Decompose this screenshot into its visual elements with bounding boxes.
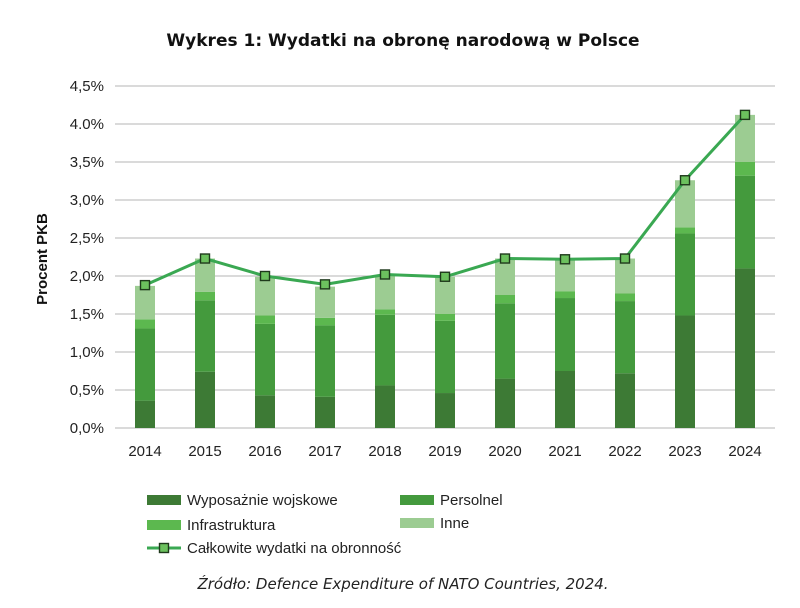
legend-swatch bbox=[400, 495, 434, 505]
x-tick-label: 2023 bbox=[668, 443, 701, 460]
bar-segment bbox=[315, 317, 335, 326]
bar-segment bbox=[615, 301, 635, 374]
bar-segment bbox=[255, 395, 275, 428]
y-tick-label: 0,5% bbox=[70, 382, 104, 399]
bars bbox=[135, 114, 755, 428]
bar-segment bbox=[615, 373, 635, 428]
legend-line-marker bbox=[158, 542, 170, 554]
bar-segment bbox=[435, 393, 455, 428]
source-note: Źródło: Defence Expenditure of NATO Coun… bbox=[196, 574, 608, 593]
bar-segment bbox=[315, 286, 335, 318]
y-tick-label: 4.0% bbox=[70, 116, 104, 133]
bar-segment bbox=[315, 325, 335, 397]
legend-label: Inne bbox=[440, 515, 469, 532]
x-tick-label: 2018 bbox=[368, 443, 401, 460]
x-tick-label: 2020 bbox=[488, 443, 521, 460]
legend-swatch bbox=[147, 520, 181, 530]
bar-segment bbox=[675, 233, 695, 316]
x-tick-label: 2017 bbox=[308, 443, 341, 460]
y-axis-label: Procent PKB bbox=[34, 213, 51, 305]
x-tick-label: 2015 bbox=[188, 443, 221, 460]
chart-title: Wykres 1: Wydatki na obronę narodową w P… bbox=[166, 31, 639, 51]
y-tick-label: 0,0% bbox=[70, 420, 104, 437]
legend-swatch bbox=[400, 518, 434, 528]
x-tick-label: 2021 bbox=[548, 443, 581, 460]
legend-label: Infrastruktura bbox=[187, 517, 276, 534]
bar-segment bbox=[135, 285, 155, 320]
x-tick-label: 2024 bbox=[728, 443, 761, 460]
bar-segment bbox=[255, 276, 275, 316]
legend-label: Wyposażnie wojskowe bbox=[187, 492, 338, 509]
legend-swatch bbox=[147, 495, 181, 505]
x-tick-label: 2016 bbox=[248, 443, 281, 460]
bar-segment bbox=[675, 315, 695, 428]
bar-segment bbox=[195, 258, 215, 292]
bar-segment bbox=[135, 328, 155, 401]
x-tick-labels: 2014 2015 2016 2017 2018 2019 2020 2021 2022 2023… bbox=[128, 443, 761, 460]
bar-segment bbox=[315, 396, 335, 428]
legend: Wyposażnie wojskowe Persolnel Infrastruktu… bbox=[147, 492, 503, 557]
bar-segment bbox=[555, 371, 575, 428]
bar-segment bbox=[735, 162, 755, 176]
total-line-marker bbox=[319, 279, 331, 290]
bar-segment bbox=[615, 258, 635, 294]
bar-segment bbox=[195, 371, 215, 428]
total-line-marker bbox=[139, 279, 151, 291]
total-line-marker bbox=[379, 269, 391, 280]
total-line-marker bbox=[259, 270, 271, 282]
total-line-marker bbox=[439, 271, 451, 282]
bar-segment bbox=[195, 300, 215, 372]
bar-segment bbox=[435, 314, 455, 321]
y-tick-label: 4,5% bbox=[70, 78, 104, 95]
bar-segment bbox=[255, 315, 275, 324]
bar-segment bbox=[375, 276, 395, 310]
y-tick-label: 2,5% bbox=[70, 230, 104, 247]
bar-segment bbox=[735, 175, 755, 269]
total-line-marker bbox=[199, 253, 211, 264]
x-tick-label: 2019 bbox=[428, 443, 461, 460]
total-line bbox=[139, 109, 751, 291]
bar-segment bbox=[615, 293, 635, 302]
total-line-marker bbox=[499, 253, 511, 264]
y-tick-label: 1,0% bbox=[70, 344, 104, 361]
y-tick-labels: 0,0% 0,5% 1,0% 1,5% 2,0% 2,5% 3,0% 3,5% 4.0% 4,5% bbox=[70, 78, 104, 437]
bar-segment bbox=[375, 385, 395, 428]
total-line-marker bbox=[679, 175, 691, 186]
bar-segment bbox=[495, 303, 515, 379]
y-tick-label: 3,5% bbox=[70, 154, 104, 171]
y-tick-label: 1,5% bbox=[70, 306, 104, 323]
bar-segment bbox=[435, 276, 455, 314]
bar-segment bbox=[375, 314, 395, 386]
bar-segment bbox=[435, 320, 455, 394]
bar-segment bbox=[255, 323, 275, 396]
bar-segment bbox=[555, 260, 575, 292]
bar-segment bbox=[735, 114, 755, 162]
bar-segment bbox=[735, 268, 755, 428]
legend-label: Całkowite wydatki na obronność bbox=[187, 540, 402, 557]
legend-label: Persolnel bbox=[440, 492, 503, 509]
bar-segment bbox=[375, 309, 395, 315]
x-tick-label: 2022 bbox=[608, 443, 641, 460]
bar-segment bbox=[135, 319, 155, 329]
y-tick-label: 2,0% bbox=[70, 268, 104, 285]
y-tick-label: 3,0% bbox=[70, 192, 104, 209]
total-line-marker bbox=[559, 254, 571, 265]
total-line-marker bbox=[739, 109, 751, 121]
bar-segment bbox=[495, 378, 515, 428]
bar-segment bbox=[555, 298, 575, 371]
bar-segment bbox=[195, 291, 215, 301]
bar-segment bbox=[675, 180, 695, 228]
total-line-marker bbox=[619, 253, 631, 264]
x-tick-label: 2014 bbox=[128, 443, 161, 460]
bar-segment bbox=[495, 295, 515, 304]
bar-segment bbox=[135, 400, 155, 428]
bar-segment bbox=[675, 227, 695, 234]
bar-segment bbox=[555, 291, 575, 299]
bar-segment bbox=[495, 258, 515, 295]
